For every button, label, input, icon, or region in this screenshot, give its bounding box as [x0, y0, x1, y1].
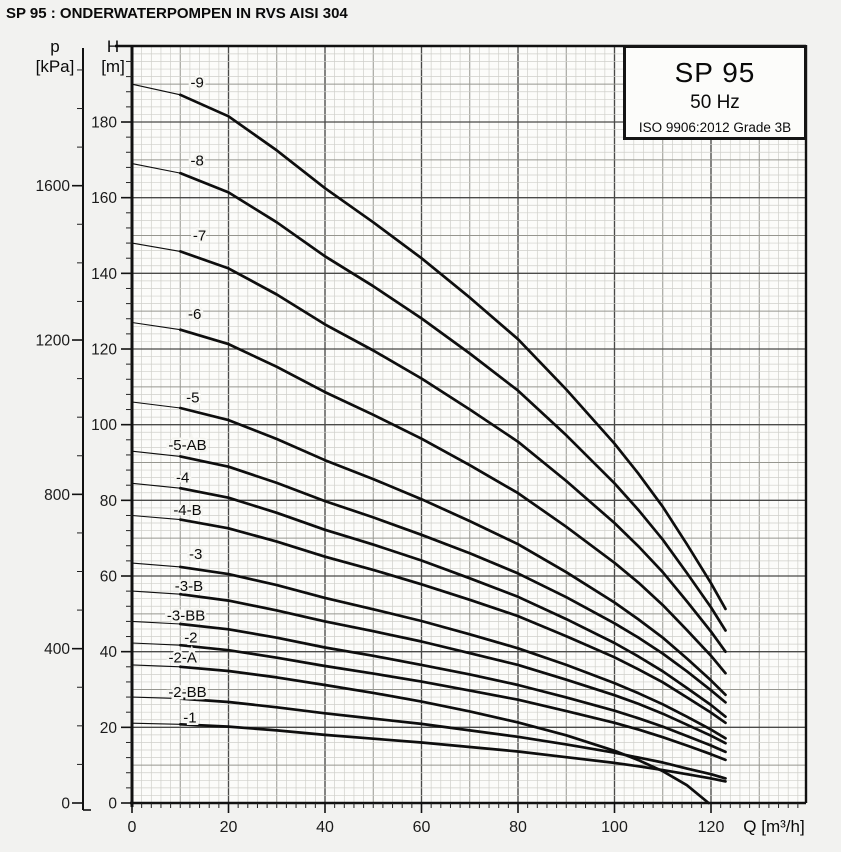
curve--2 — [178, 643, 727, 762]
head-tick-label: 100 — [91, 417, 117, 434]
curve-label--5: -5 — [186, 389, 199, 406]
curve-label--4-B: -4-B — [173, 502, 201, 519]
curve--6 — [178, 328, 727, 675]
legend-standard: ISO 9906:2012 Grade 3B — [638, 120, 792, 135]
curve--3-BB — [178, 622, 727, 754]
head-tick-label: 60 — [100, 569, 118, 586]
curve--5 — [178, 406, 727, 697]
curve--4 — [178, 486, 727, 719]
pressure-axis-title: p [kPa] — [27, 37, 83, 78]
page-title: SP 95 : ONDERWATERPOMPEN IN RVS AISI 304 — [6, 5, 348, 22]
curve-label--5-AB: -5-AB — [168, 437, 206, 454]
curve-label--2-BB: -2-BB — [168, 684, 206, 701]
flow-tick-label: 120 — [698, 819, 725, 836]
pressure-axis-unit: [kPa] — [35, 57, 75, 77]
pressure-tick-label: 1200 — [36, 333, 71, 350]
head-tick-label: 120 — [91, 342, 117, 359]
curve--8 — [178, 171, 727, 632]
curve-label--9: -9 — [190, 74, 203, 91]
head-tick-label: 140 — [91, 266, 117, 283]
curve--4-B — [178, 518, 727, 725]
curve-label--1: -1 — [183, 709, 196, 726]
curve--7 — [178, 250, 727, 654]
flow-tick-label: 0 — [128, 819, 137, 836]
curve--2-BB — [178, 697, 727, 780]
curve--9 — [178, 93, 727, 611]
flow-tick-label: 100 — [601, 819, 628, 836]
flow-tick-label: 80 — [509, 819, 527, 836]
curve-label--3: -3 — [189, 546, 202, 563]
curve-label--8: -8 — [190, 153, 203, 170]
pressure-tick-label: 0 — [61, 796, 70, 813]
head-tick-label: 80 — [100, 493, 118, 510]
flow-tick-label: 20 — [220, 819, 238, 836]
pressure-axis-symbol: p — [50, 37, 60, 56]
head-tick-label: 180 — [91, 115, 117, 132]
flow-tick-label: 40 — [316, 819, 334, 836]
curve-label--3-B: -3-B — [175, 578, 203, 595]
curve-label--3-BB: -3-BB — [167, 607, 205, 624]
head-axis-symbol: H — [106, 37, 120, 56]
curve--5-AB — [178, 455, 727, 704]
legend-box: SP 95 50 Hz ISO 9906:2012 Grade 3B — [623, 45, 807, 140]
head-axis-title: H [m] — [85, 37, 141, 78]
curve--3-B — [178, 592, 727, 745]
head-tick-label: 40 — [100, 644, 118, 661]
curve--1 — [178, 722, 727, 783]
head-tick-label: 20 — [100, 720, 118, 737]
pressure-tick-label: 400 — [44, 641, 70, 658]
curve--3 — [178, 565, 727, 740]
legend-frequency: 50 Hz — [690, 92, 740, 113]
head-tick-label: 160 — [91, 190, 117, 207]
curve-label--2-A: -2-A — [168, 650, 196, 667]
head-axis-unit: [m] — [101, 57, 125, 77]
curve-label--6: -6 — [188, 306, 201, 323]
pressure-tick-label: 800 — [44, 487, 70, 504]
flow-axis-title: Q [m³/h] — [743, 817, 805, 836]
flow-tick-label: 60 — [413, 819, 431, 836]
legend-model: SP 95 — [674, 57, 756, 88]
curve-label--4: -4 — [176, 470, 189, 487]
curve-label--2: -2 — [184, 629, 197, 646]
curve-label--7: -7 — [193, 228, 206, 245]
head-tick-label: 0 — [108, 796, 117, 813]
pressure-tick-label: 1600 — [36, 178, 71, 195]
